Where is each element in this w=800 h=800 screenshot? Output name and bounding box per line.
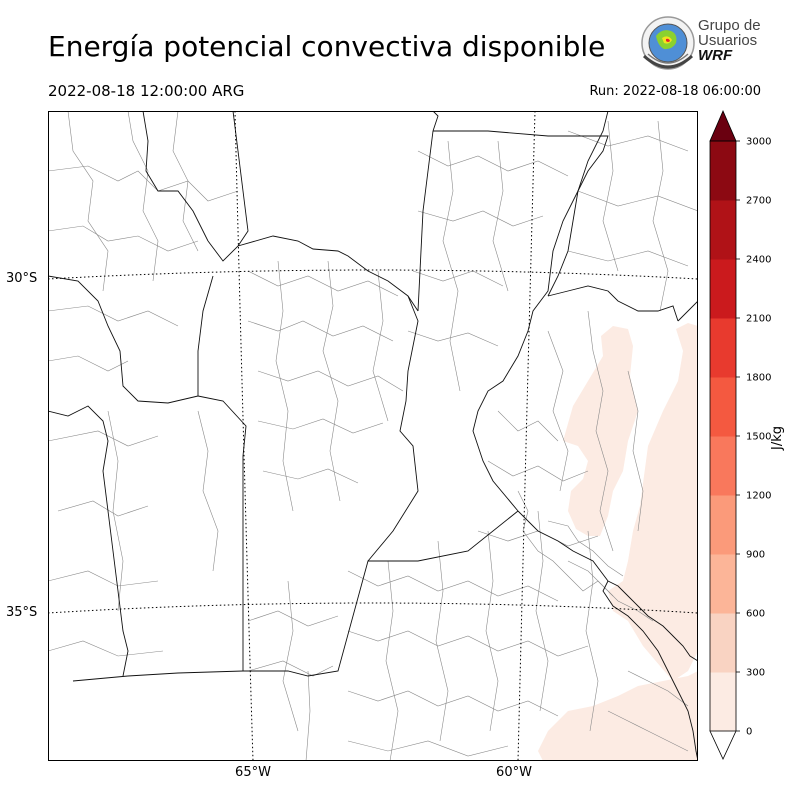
colorbar-tick-label: 600 (746, 609, 765, 620)
boundary-parana-delta (517, 510, 609, 582)
colorbar-tick-label: 300 (746, 668, 765, 679)
colorbar: 0 300 600 900 1200 1500 1800 2100 2400 2700 3000 (709, 109, 771, 760)
colorbar-bands (709, 109, 737, 760)
lon-label-60w: 60°W (496, 765, 532, 780)
department-boundaries (48, 111, 698, 761)
boundary-andes (48, 405, 129, 677)
page-title: Energía potencial convectiva disponible (48, 30, 606, 63)
colorbar-tick-label: 1200 (746, 491, 771, 502)
colorbar-tick-label: 2400 (746, 255, 771, 266)
lat-label-35s: 35°S (6, 605, 38, 620)
logo-line-2: Usuarios (698, 32, 758, 49)
colorbar-tick-label: 2100 (746, 314, 771, 325)
cape-region-north (563, 326, 638, 536)
colorbar-band (710, 672, 736, 732)
logo-text: Grupo de Usuarios WRF (698, 18, 761, 63)
colorbar-band (710, 436, 736, 496)
cape-map (48, 111, 698, 761)
colorbar-tick-label: 900 (746, 550, 765, 561)
coastline (602, 580, 698, 761)
parallel-30s (48, 269, 698, 280)
boundary-cordoba-east (367, 295, 419, 562)
boundary-west-2 (48, 275, 199, 404)
colorbar-tick-label: 1800 (746, 373, 771, 384)
meridian-60w (517, 111, 536, 761)
group-logo: Grupo de Usuarios WRF (638, 16, 762, 74)
colorbar-band (710, 613, 736, 673)
colorbar-band (710, 318, 736, 378)
colorbar-band (710, 554, 736, 614)
globe-emblem-icon (641, 16, 695, 70)
boundary-corrientes (547, 111, 609, 297)
colorbar-unit-label: J/kg (770, 426, 785, 450)
boundary-uruguay-river (677, 300, 698, 322)
lon-label-65w: 65°W (235, 765, 271, 780)
valid-time: 2022-08-18 12:00:00 ARG (48, 82, 245, 100)
boundary-west-1 (142, 111, 209, 242)
boundary-cordoba-west (197, 275, 214, 396)
boundary-santa-fe-east (433, 130, 609, 512)
colorbar-band (710, 377, 736, 437)
parallel-35s (48, 602, 698, 614)
colorbar-tick-label: 2700 (746, 196, 771, 207)
colorbar-extend-high (709, 109, 737, 142)
boundary-santiago (417, 130, 434, 312)
colorbar-ticks: 0 300 600 900 1200 1500 1800 2100 2400 2700 3000 (736, 137, 771, 738)
colorbar-band (710, 495, 736, 555)
boundary-san-luis-south (243, 510, 519, 677)
boundary-west-3 (197, 395, 247, 671)
boundary-chaco (432, 111, 439, 132)
graticule (48, 111, 698, 761)
logo-line-3: WRF (698, 47, 733, 64)
colorbar-tick-label: 1500 (746, 432, 771, 443)
province-boundaries (48, 111, 698, 682)
lat-label-30s: 30°S (6, 271, 38, 286)
cape-region-coast (608, 323, 698, 681)
colorbar-band (710, 259, 736, 319)
meridian-65w (234, 111, 254, 761)
boundary-catamarca (232, 111, 249, 247)
colorbar-tick-label: 3000 (746, 137, 771, 148)
colorbar-band (710, 200, 736, 260)
boundary-entre-rios (547, 285, 679, 322)
logo-line-1: Grupo de (698, 17, 761, 34)
boundary-mendoza-south (72, 670, 244, 682)
run-time: Run: 2022-08-18 06:00:00 (589, 84, 761, 99)
map-frame (48, 111, 698, 761)
colorbar-tick-label: 0 (746, 727, 752, 738)
colorbar-extend-low (709, 730, 737, 760)
colorbar-band (710, 141, 736, 201)
boundary-la-rioja (207, 235, 419, 312)
